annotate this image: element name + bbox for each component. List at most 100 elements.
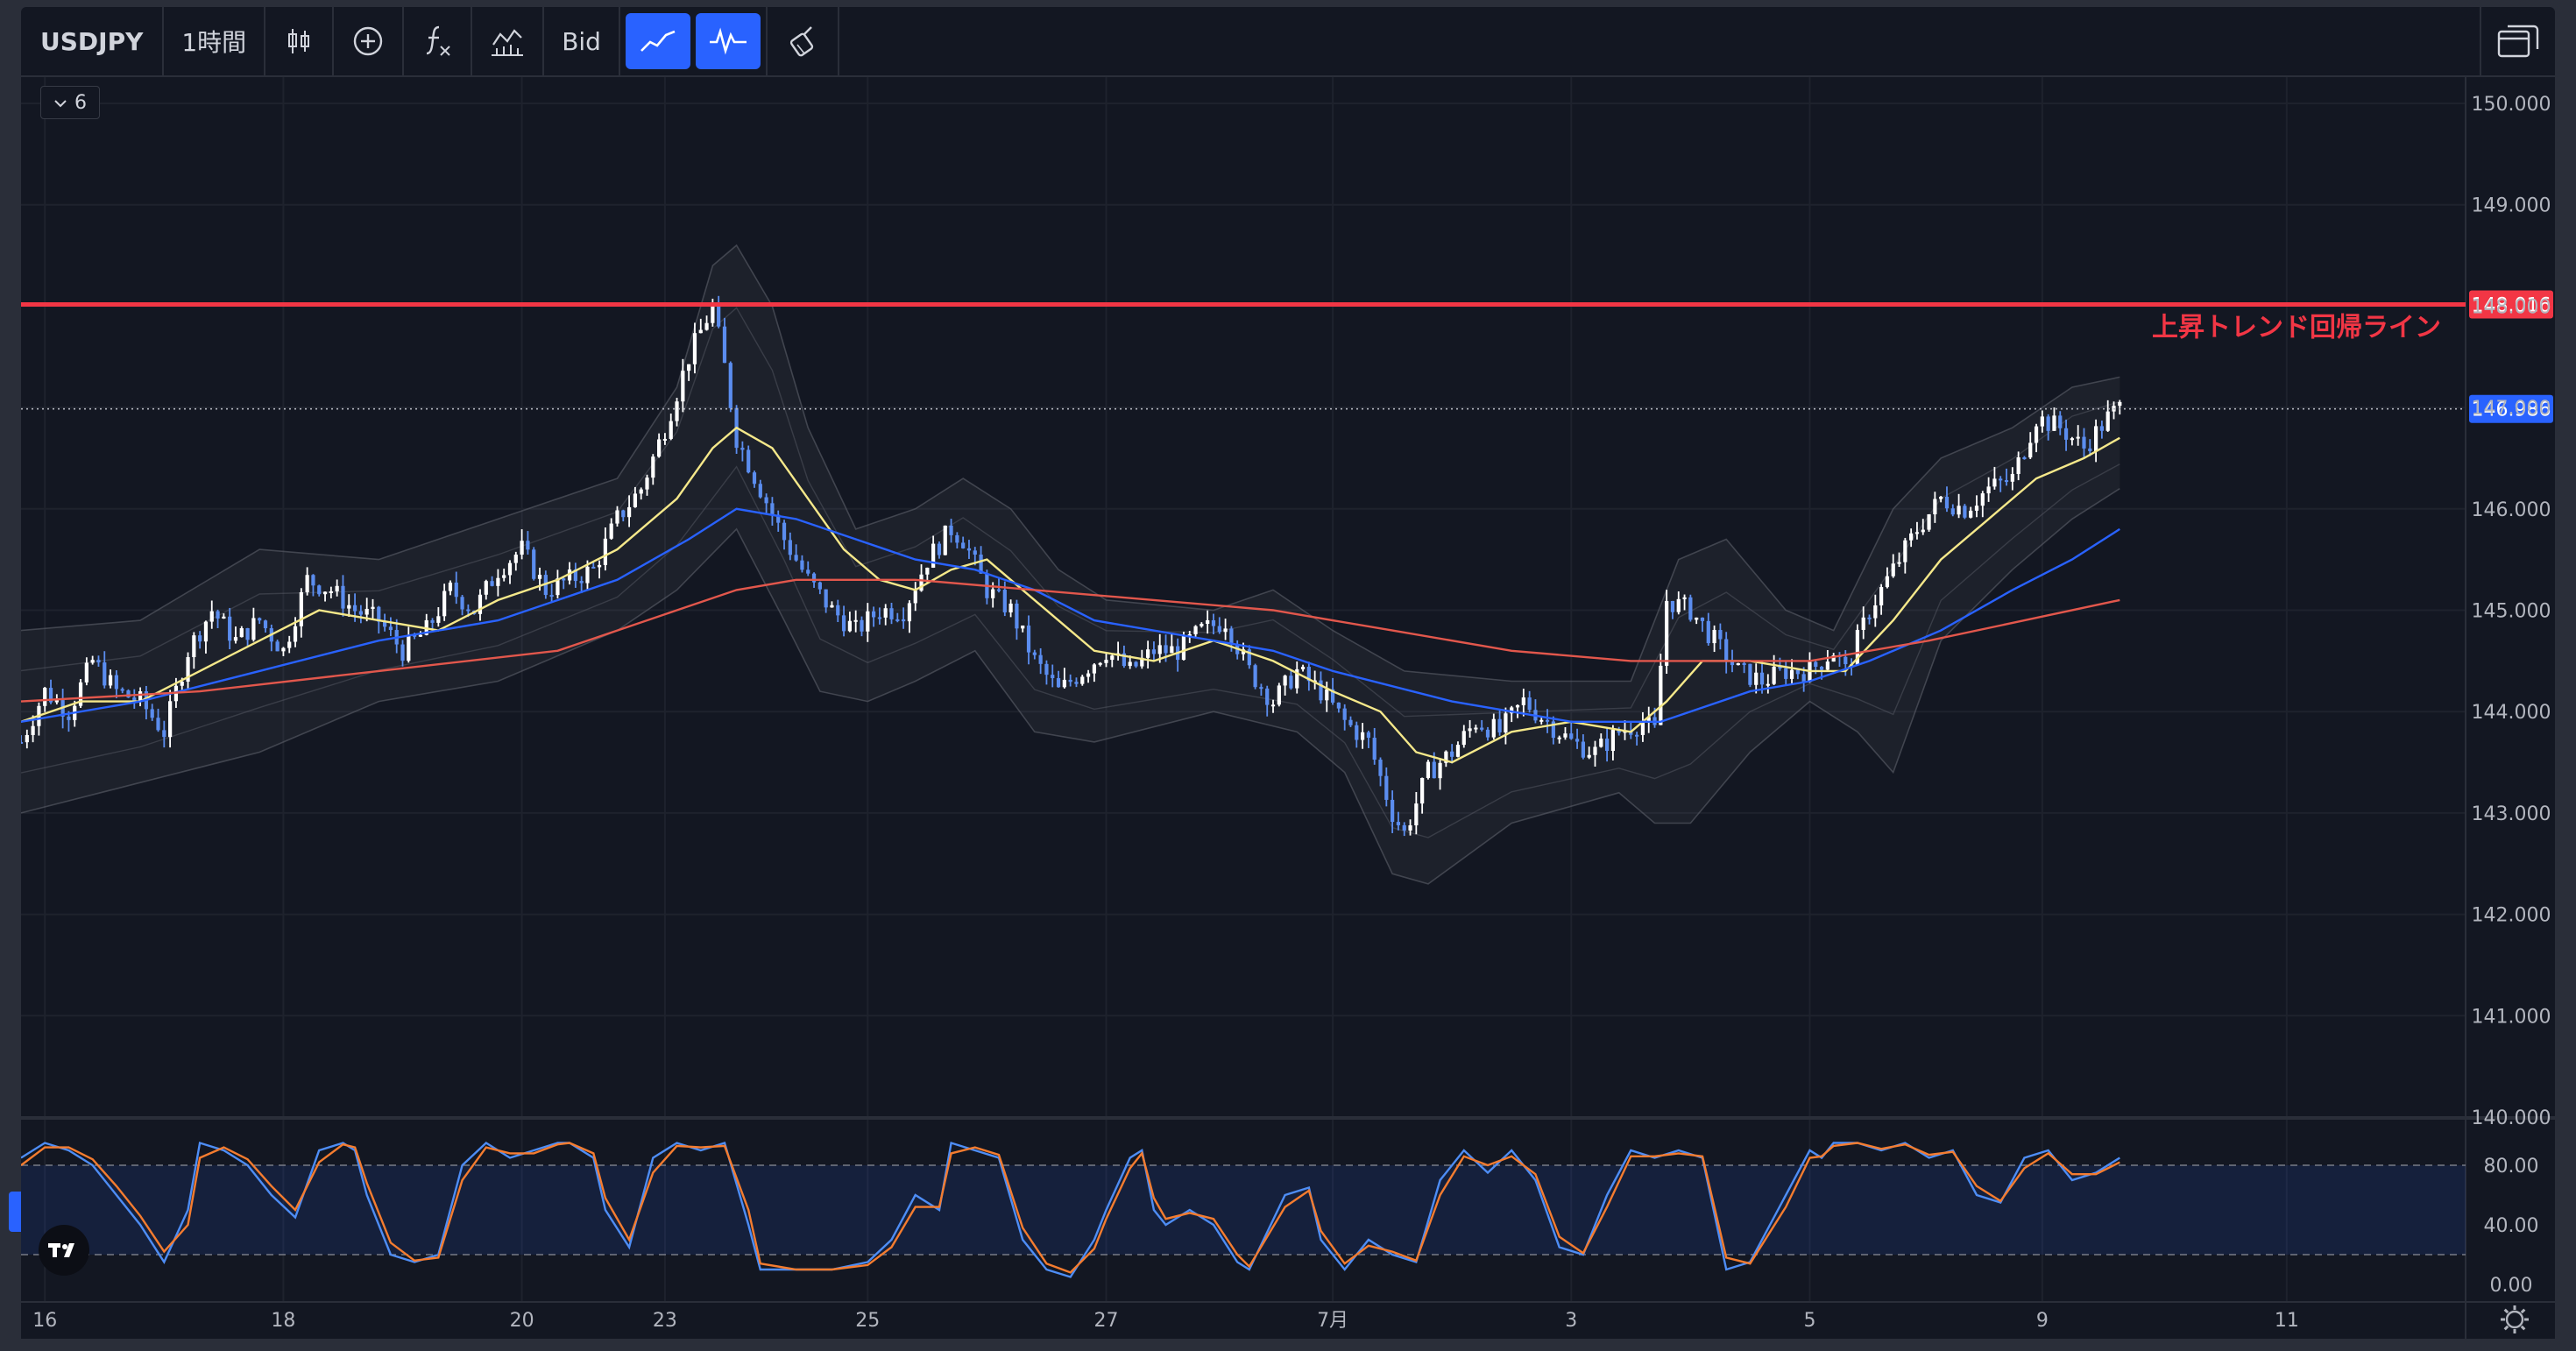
price-type-button[interactable]: Bid [544, 7, 620, 75]
candle-body [1062, 679, 1066, 688]
candle-body [698, 329, 703, 334]
candle-body [1295, 668, 1299, 689]
time-axis-label: 11 [2275, 1310, 2299, 1332]
candle-body [966, 548, 972, 551]
candle-body [776, 514, 781, 523]
candle-body [1461, 731, 1466, 746]
candle-body [626, 506, 632, 518]
candle-body [1909, 533, 1914, 541]
candle-body [1819, 667, 1824, 670]
candle-body [1831, 654, 1836, 662]
candle-body [866, 611, 870, 632]
candle-body [507, 562, 513, 576]
time-axis-label: 23 [653, 1310, 677, 1332]
candle-body [1861, 617, 1865, 630]
candle-body [794, 555, 798, 561]
symbol-button[interactable]: USDJPY [21, 7, 165, 75]
brush-icon[interactable] [765, 7, 839, 75]
candle-body [48, 688, 53, 703]
candle-body [2088, 448, 2092, 452]
candle-body [25, 734, 29, 743]
fx-icon[interactable] [404, 7, 473, 75]
candle-body [1259, 687, 1263, 690]
candle-body [1068, 679, 1072, 683]
candle-body [1688, 597, 1693, 620]
add-indicator-icon[interactable] [334, 7, 405, 75]
stoch-band-fill [21, 1165, 2466, 1255]
candle-body [1128, 661, 1132, 667]
candle-body [2034, 426, 2039, 443]
candle-body [120, 689, 124, 691]
layout-icon[interactable] [2480, 7, 2555, 75]
candle-body [895, 619, 900, 621]
candle-body [1021, 625, 1025, 629]
candle-body [1366, 732, 1371, 739]
candle-body [54, 700, 59, 703]
candle-body [1300, 666, 1306, 669]
candle-body [752, 472, 757, 485]
candle-body [651, 456, 655, 478]
candle-body [1891, 563, 1895, 576]
candle-body [943, 525, 947, 555]
candle-body [203, 621, 209, 642]
chart-area[interactable]: 上昇トレンド回帰ライン 148.016 146.986 150.000 149.00… [9, 77, 2555, 1339]
candle-body [1778, 667, 1782, 669]
candle-body [305, 575, 309, 592]
candle-body [1402, 824, 1406, 831]
candle-body [871, 611, 876, 618]
tradingview-logo-icon[interactable] [39, 1225, 89, 1276]
candle-body [1873, 605, 1878, 619]
candles-icon[interactable] [265, 7, 335, 75]
candle-body [1414, 803, 1419, 826]
candle-body [747, 449, 751, 473]
price-axis-label: 140.000 [2472, 1107, 2551, 1129]
legend-collapse-toggle[interactable]: 6 [40, 86, 100, 119]
candle-body [263, 620, 268, 629]
candle-body [1695, 617, 1699, 620]
candle-body [621, 510, 626, 518]
candle-body [1706, 620, 1710, 644]
candle-body [1217, 626, 1221, 633]
candle-body [496, 577, 500, 586]
candle-body [1939, 496, 1943, 499]
left-panel-handle[interactable] [9, 1192, 21, 1232]
candle-body [1325, 689, 1329, 701]
candle-body [675, 401, 679, 421]
compare-icon[interactable] [472, 7, 545, 75]
candle-body [162, 730, 166, 738]
candle-body [645, 477, 649, 490]
settings-gear-icon[interactable] [2501, 1305, 2529, 1333]
candle-body [21, 741, 24, 744]
candle-body [1617, 729, 1621, 733]
candle-body [1270, 704, 1276, 707]
candle-body [949, 525, 953, 535]
line-tool-icon[interactable] [625, 13, 690, 69]
candle-body [1999, 478, 2003, 481]
candle-body [2063, 428, 2069, 440]
chart-canvas[interactable]: 上昇トレンド回帰ライン 148.016 146.986 150.000 149.00… [21, 77, 2555, 1339]
candle-body [1193, 626, 1198, 634]
candle-body [251, 618, 256, 640]
candle-body [758, 484, 762, 498]
candle-body [1474, 727, 1478, 730]
interval-button[interactable]: 1時間 [164, 7, 266, 75]
candle-body [853, 619, 858, 622]
candle-body [358, 611, 363, 615]
candle-body [1247, 649, 1251, 666]
candle-body [1539, 719, 1544, 722]
candle-body [1253, 665, 1257, 688]
stoch-axis-label: 0.00 [2490, 1275, 2533, 1297]
candle-body [573, 569, 577, 582]
current-price-badge [2469, 394, 2553, 423]
candle-body [567, 569, 572, 581]
price-axis-label: 150.000 [2472, 94, 2551, 116]
candle-body [877, 617, 882, 619]
candle-body [258, 618, 262, 621]
candle-body [1391, 799, 1395, 823]
candle-body [335, 585, 339, 591]
candle-body [1914, 532, 1920, 534]
candle-body [1569, 733, 1574, 739]
wave-tool-icon[interactable] [695, 13, 761, 69]
candle-body [329, 591, 333, 593]
candle-body [150, 709, 154, 718]
